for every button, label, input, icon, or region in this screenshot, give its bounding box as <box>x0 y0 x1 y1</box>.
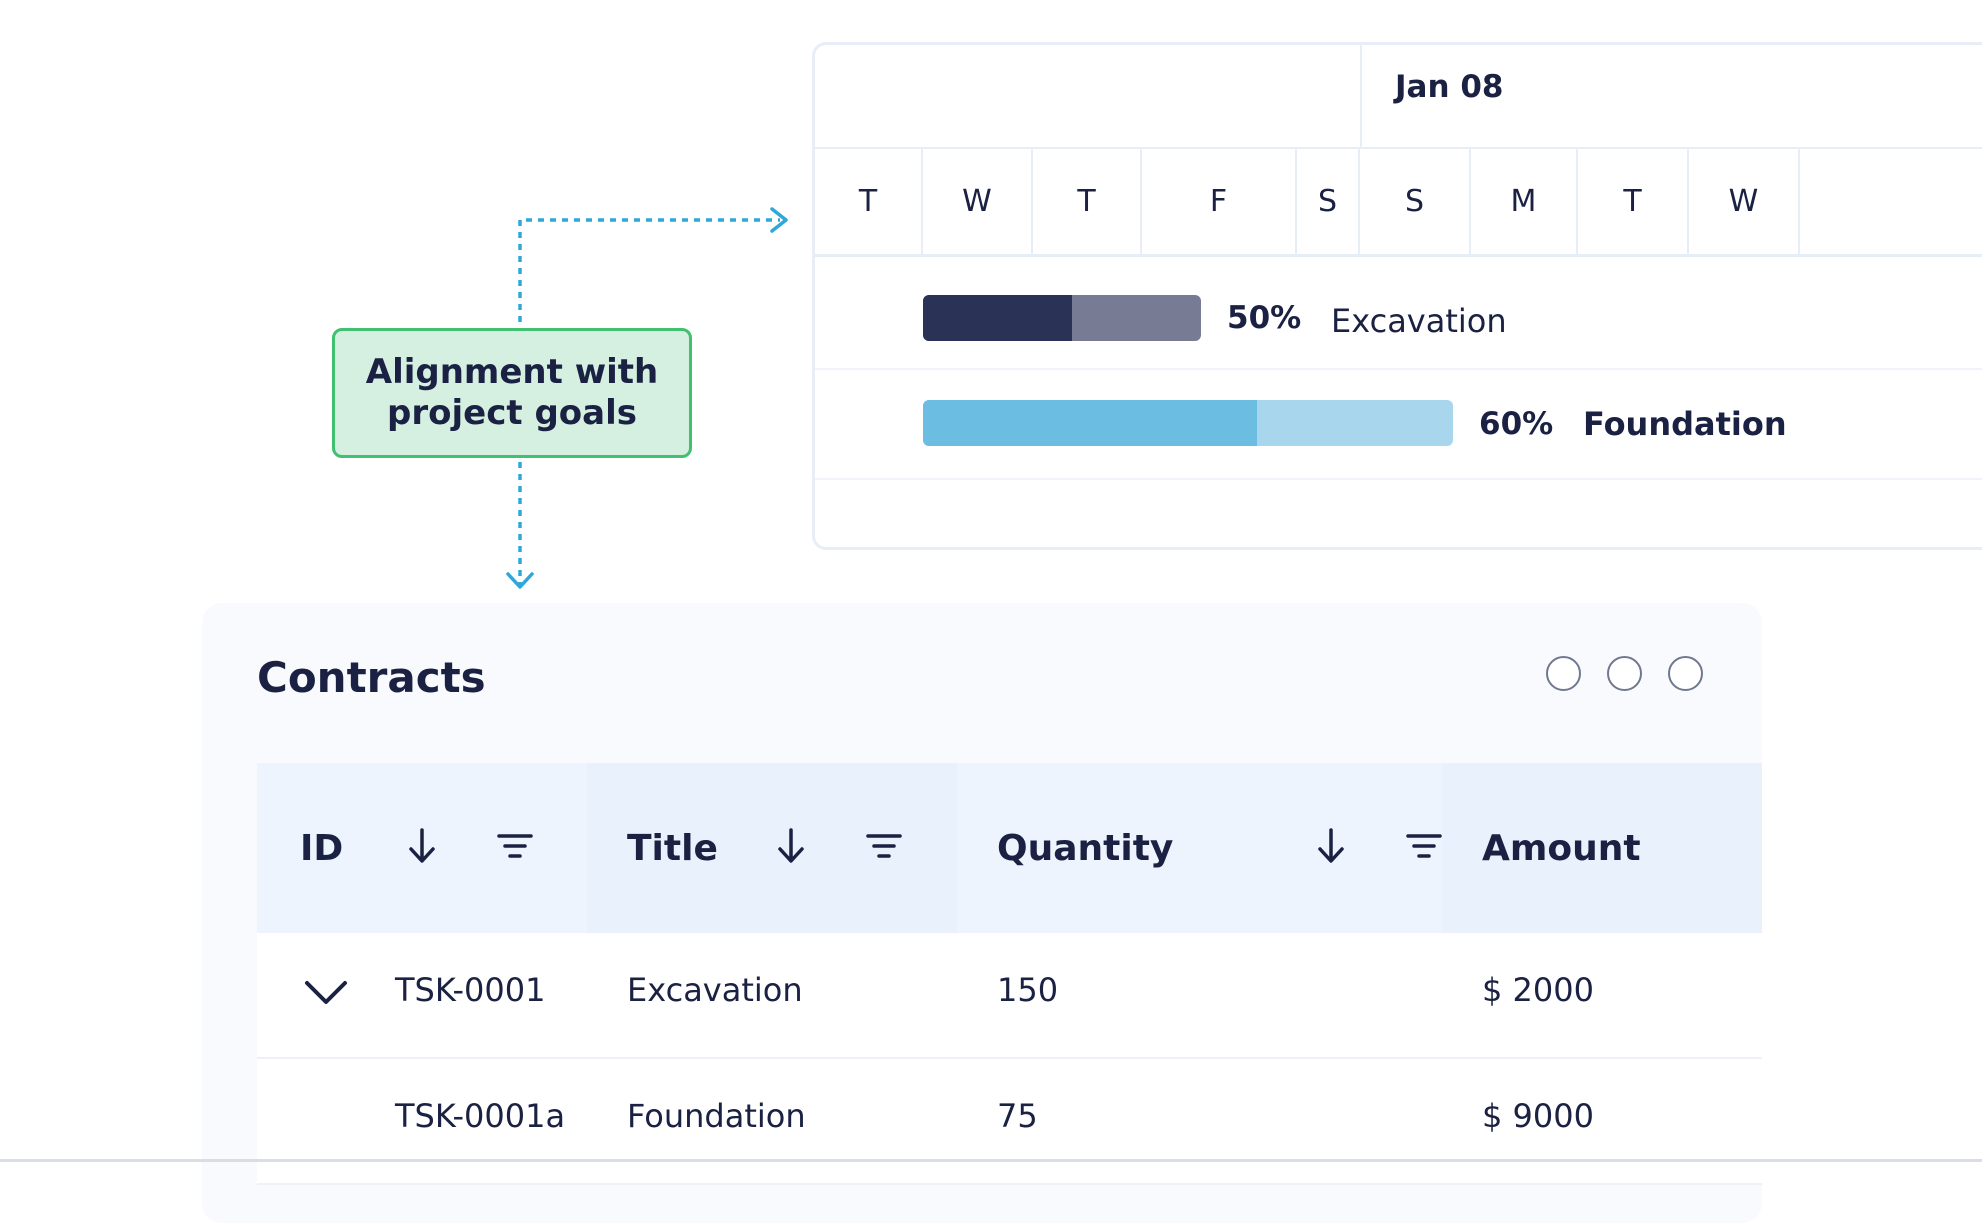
circle-icon[interactable] <box>1607 656 1642 691</box>
gantt-task-row: 50% Excavation <box>815 260 1982 370</box>
callout-box: Alignment with project goals <box>332 328 692 458</box>
cell-title: Foundation <box>627 1097 806 1135</box>
circle-icon[interactable] <box>1668 656 1703 691</box>
divider <box>0 1159 1982 1162</box>
filter-icon[interactable] <box>1404 826 1444 866</box>
sort-down-icon[interactable] <box>402 826 442 866</box>
day-cell: S <box>1297 149 1360 254</box>
arrow-right-icon <box>770 207 788 233</box>
task-name: Excavation <box>1331 302 1507 340</box>
task-percent: 60% <box>1479 406 1554 442</box>
gantt-day-header: T W T F S S M T W <box>815 149 1982 257</box>
table-header: ID Title Quantity <box>257 763 1762 933</box>
contracts-card: Contracts ID Title <box>202 603 1762 1223</box>
cell-quantity: 75 <box>997 1097 1038 1135</box>
cell-quantity: 150 <box>997 971 1059 1009</box>
callout-text: Alignment with project goals <box>365 352 659 433</box>
day-cell: T <box>1033 149 1142 254</box>
contracts-table: ID Title Quantity <box>257 763 1762 1185</box>
card-title: Contracts <box>257 653 486 702</box>
filter-icon[interactable] <box>495 826 535 866</box>
table-row[interactable]: TSK-0001a Foundation 75 $ 9000 <box>257 1059 1762 1185</box>
day-cell: T <box>1578 149 1689 254</box>
task-percent: 50% <box>1227 300 1302 336</box>
gantt-panel: Jan 08 T W T F S S M T W 50% Excavation … <box>812 42 1982 550</box>
column-header-id[interactable]: ID <box>257 763 587 933</box>
day-cell: T <box>815 149 923 254</box>
date-label: Jan 08 <box>1395 69 1504 105</box>
sort-down-icon[interactable] <box>1311 826 1351 866</box>
column-label: ID <box>300 827 344 869</box>
day-cell: W <box>1689 149 1800 254</box>
gantt-date-header: Jan 08 <box>815 45 1982 149</box>
arrow-down-icon <box>506 572 534 589</box>
task-name: Foundation <box>1583 405 1787 443</box>
day-cell: M <box>1471 149 1578 254</box>
column-header-amount[interactable]: Amount <box>1442 763 1762 933</box>
filter-icon[interactable] <box>864 826 904 866</box>
day-cell: W <box>923 149 1033 254</box>
column-header-quantity[interactable]: Quantity <box>957 763 1442 933</box>
column-label: Quantity <box>997 827 1174 869</box>
cell-id: TSK-0001a <box>395 1097 566 1135</box>
cell-amount: $ 2000 <box>1482 971 1594 1009</box>
task-bar-excavation[interactable] <box>923 295 1201 341</box>
window-controls <box>1546 656 1703 691</box>
table-body: TSK-0001 Excavation 150 $ 2000 TSK-0001a… <box>257 933 1762 1185</box>
day-cell: F <box>1142 149 1297 254</box>
chevron-down-icon[interactable] <box>303 975 349 1009</box>
day-cell: S <box>1360 149 1471 254</box>
cell-title: Excavation <box>627 971 803 1009</box>
sort-down-icon[interactable] <box>771 826 811 866</box>
column-label: Title <box>627 827 718 869</box>
column-label: Amount <box>1482 827 1641 869</box>
day-cell <box>1800 149 1982 254</box>
task-bar-foundation[interactable] <box>923 400 1453 446</box>
gantt-task-row: 60% Foundation <box>815 370 1982 480</box>
circle-icon[interactable] <box>1546 656 1581 691</box>
table-row[interactable]: TSK-0001 Excavation 150 $ 2000 <box>257 933 1762 1059</box>
cell-amount: $ 9000 <box>1482 1097 1594 1135</box>
column-header-title[interactable]: Title <box>587 763 957 933</box>
cell-id: TSK-0001 <box>395 971 546 1009</box>
